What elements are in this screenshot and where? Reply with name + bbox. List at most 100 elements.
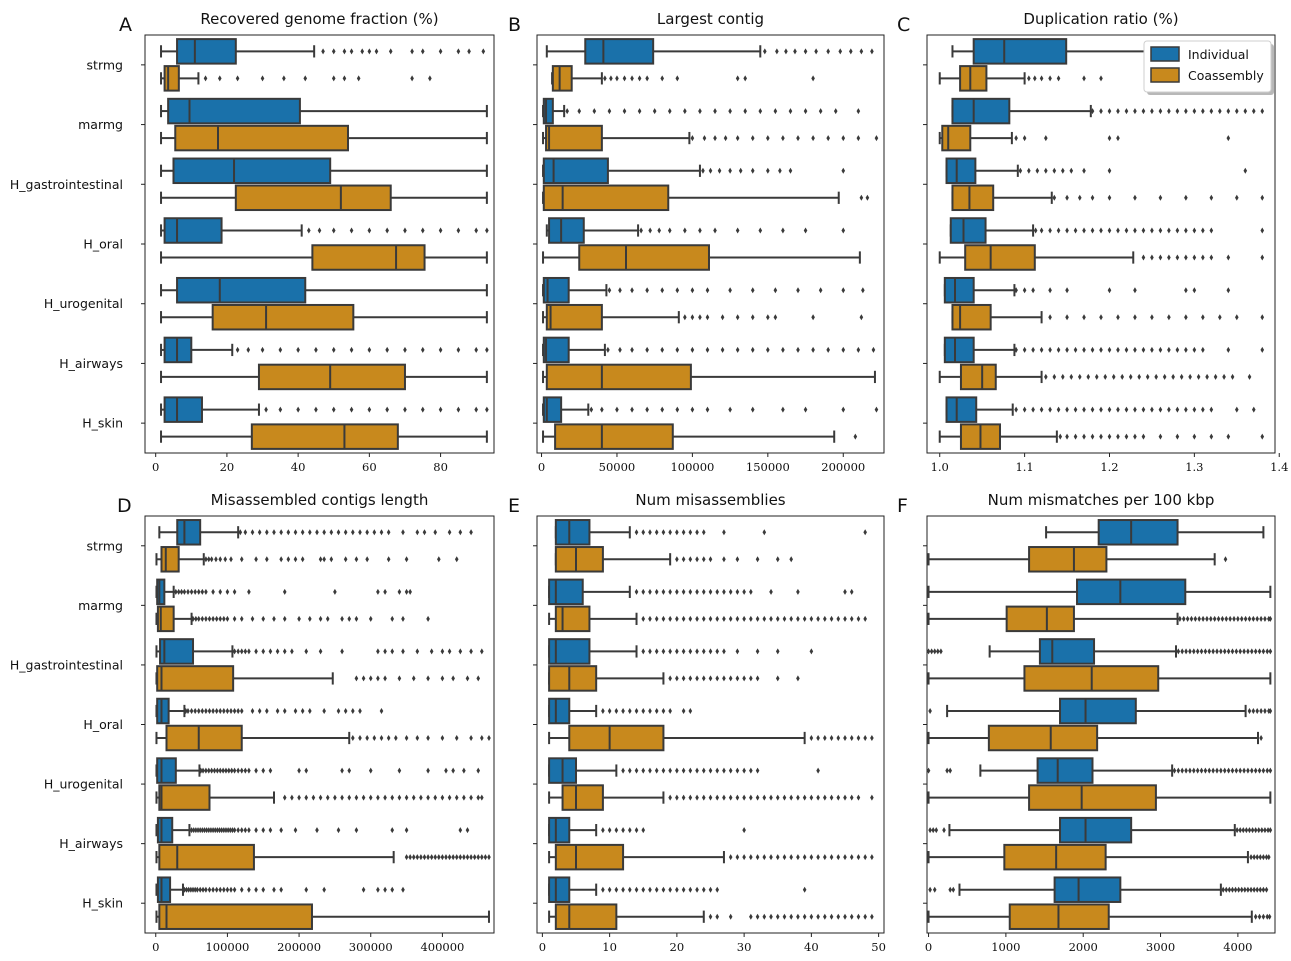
outlier-point — [1228, 615, 1232, 622]
outlier-point — [1185, 615, 1190, 622]
outlier-point — [1243, 615, 1248, 622]
outlier-point — [225, 588, 230, 595]
outlier-point — [1189, 615, 1194, 622]
outlier-point — [648, 648, 652, 655]
x-tick-label: 1.0 — [931, 460, 949, 474]
outlier-point — [606, 346, 610, 353]
outlier-point — [343, 529, 348, 536]
outlier-point — [235, 75, 240, 82]
outlier-point — [690, 314, 695, 321]
outlier-point — [1073, 433, 1078, 440]
outlier-point — [695, 615, 699, 622]
x-tick-label: 4000 — [1223, 940, 1252, 954]
outlier-point — [641, 767, 646, 774]
outlier-point — [1220, 615, 1225, 622]
outlier-point — [809, 648, 814, 655]
box-iqr — [176, 276, 307, 304]
outlier-point — [1260, 346, 1265, 353]
outlier-point — [268, 827, 273, 834]
outlier-point — [863, 615, 867, 622]
outlier-point — [426, 675, 430, 682]
outlier-point — [1178, 615, 1182, 622]
outlier-point — [688, 767, 693, 774]
outlier-point — [622, 75, 627, 82]
box-individual — [926, 757, 1273, 784]
outlier-point — [333, 794, 337, 801]
x-tick-label: 0 — [925, 940, 932, 954]
box-iqr — [542, 184, 670, 212]
outlier-point — [690, 287, 695, 294]
outlier-point — [404, 735, 409, 741]
outlier-point — [1201, 406, 1205, 413]
outlier-point — [1167, 227, 1171, 234]
outlier-point — [816, 615, 820, 622]
outlier-point — [701, 167, 705, 174]
x-tick-label: 0 — [152, 460, 159, 474]
box-individual — [548, 697, 693, 725]
box-iqr — [163, 396, 203, 423]
outlier-point — [456, 48, 461, 55]
box-iqr — [1038, 638, 1096, 665]
outlier-point — [451, 854, 455, 861]
outlier-point — [634, 529, 639, 536]
outlier-point — [1216, 615, 1221, 622]
outlier-point — [1260, 194, 1265, 201]
outlier-point — [1192, 287, 1197, 294]
outlier-point — [811, 135, 815, 142]
box-iqr — [250, 423, 399, 450]
outlier-point — [374, 48, 379, 55]
axes-frame — [536, 515, 885, 934]
box-iqr — [542, 97, 554, 125]
outlier-point — [201, 886, 205, 893]
legend-swatch-individual — [1150, 46, 1180, 62]
outlier-point — [397, 588, 402, 595]
outlier-point — [469, 735, 473, 741]
outlier-point — [318, 794, 323, 801]
box-iqr — [156, 816, 174, 844]
outlier-point — [823, 615, 827, 622]
outlier-point — [257, 529, 262, 536]
outlier-point — [422, 529, 427, 536]
outlier-point — [290, 648, 294, 655]
outlier-point — [1209, 406, 1214, 413]
outlier-point — [1244, 827, 1249, 834]
box-coassembly — [542, 244, 861, 271]
outlier-point — [215, 827, 220, 834]
outlier-point — [275, 708, 280, 714]
x-tick-label: 1.3 — [1185, 460, 1203, 474]
outlier-point — [1226, 433, 1231, 440]
outlier-point — [433, 794, 438, 801]
outlier-point — [209, 827, 213, 834]
outlier-point — [932, 648, 937, 655]
outlier-point — [675, 588, 679, 595]
outlier-point — [1176, 648, 1181, 655]
outlier-point — [204, 708, 208, 714]
outlier-point — [1175, 227, 1180, 234]
outlier-point — [695, 556, 699, 563]
outlier-point — [1201, 346, 1205, 353]
y-tick-label: H_skin — [82, 896, 123, 911]
outlier-point — [755, 675, 760, 682]
outlier-point — [404, 854, 409, 861]
outlier-point — [618, 346, 622, 353]
outlier-point — [708, 556, 713, 563]
outlier-point — [1235, 827, 1239, 834]
outlier-point — [1201, 314, 1205, 321]
outlier-point — [1124, 108, 1129, 115]
box-coassembly — [155, 784, 484, 811]
outlier-point — [688, 886, 693, 893]
outlier-point — [243, 529, 248, 536]
outlier-point — [1141, 406, 1146, 413]
outlier-point — [668, 794, 672, 801]
outlier-point — [1082, 406, 1086, 413]
outlier-point — [228, 827, 233, 834]
outlier-point — [675, 529, 679, 536]
outlier-point — [713, 135, 717, 142]
box-iqr — [548, 578, 584, 606]
outlier-point — [1261, 886, 1266, 893]
outlier-point — [1259, 708, 1263, 714]
outlier-point — [1235, 108, 1239, 115]
outlier-point — [675, 615, 679, 622]
box-iqr — [972, 38, 1068, 65]
